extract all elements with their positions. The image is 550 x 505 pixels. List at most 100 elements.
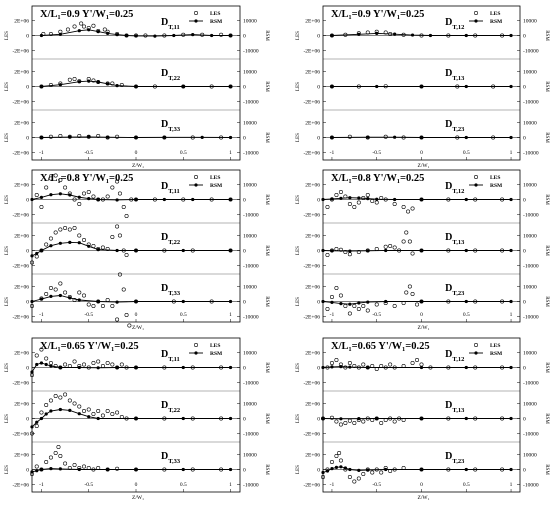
panel-label: DT,11: [161, 181, 180, 195]
rsm-point: [134, 467, 138, 472]
les-point: [82, 238, 87, 243]
right-tick-label: 0: [243, 136, 246, 142]
legend-les-label: LES: [490, 343, 500, 349]
les-point: [48, 31, 53, 36]
les-point: [162, 467, 167, 472]
les-point: [44, 291, 49, 296]
rsm-point: [419, 416, 424, 421]
rsm-point: [330, 249, 334, 253]
les-point: [473, 197, 478, 202]
rsm-point: [357, 32, 361, 36]
les-point: [63, 185, 68, 190]
les-point: [58, 281, 63, 286]
left-axis-title: LES: [296, 133, 301, 142]
les-point: [401, 417, 406, 422]
right-tick-label: -10000: [243, 381, 259, 387]
rsm-point: [321, 365, 325, 370]
left-axis-title: LES: [296, 465, 301, 474]
rsm-point: [39, 467, 44, 472]
les-point: [347, 418, 352, 423]
rsm-point: [464, 135, 468, 140]
rsm-point: [77, 29, 81, 33]
les-point: [190, 135, 195, 140]
rsm-point: [181, 365, 185, 370]
panel: 2E+06 0 -2E+06 10000 0 -10000 LES RSM DT,23: [296, 119, 549, 157]
right-tick-label: 0: [523, 300, 526, 306]
les-point: [86, 77, 91, 82]
les-point: [356, 31, 361, 36]
les-point: [82, 24, 87, 29]
les-point: [110, 185, 115, 190]
les-point: [34, 254, 39, 259]
right-tick-label: 0: [523, 417, 526, 423]
les-point: [455, 135, 460, 140]
les-point: [473, 416, 478, 421]
left-axis-title: LES: [296, 82, 301, 91]
rsm-point: [134, 84, 138, 89]
les-point: [105, 29, 110, 34]
les-point: [379, 196, 384, 201]
les-point: [370, 417, 375, 422]
les-point: [77, 233, 82, 238]
les-point: [91, 467, 96, 472]
rsm-point: [58, 241, 62, 245]
les-point: [121, 205, 126, 210]
rsm-point: [393, 197, 397, 202]
les-point: [455, 84, 460, 89]
left-tick-label: 0: [26, 249, 29, 255]
left-tick-label: -2E+06: [303, 100, 320, 106]
les-point: [228, 33, 233, 38]
chart-title: X/L₁=0.8 Y'/W₁=0.25: [331, 173, 424, 184]
right-tick-label: 0: [243, 417, 246, 423]
rsm-point: [134, 416, 138, 421]
rsm-line: [322, 301, 512, 305]
legend-rsm-label: RSM: [490, 19, 503, 25]
les-point: [39, 84, 44, 89]
les-point: [77, 202, 82, 207]
right-tick-label: 0: [523, 249, 526, 255]
rsm-point: [106, 82, 110, 86]
les-point: [347, 360, 352, 365]
rsm-point: [210, 33, 214, 38]
rsm-point: [509, 467, 513, 472]
rsm-point: [330, 365, 334, 369]
les-point: [152, 84, 157, 89]
rsm-point: [77, 195, 81, 199]
les-point: [53, 363, 58, 368]
les-point: [419, 135, 424, 140]
rsm-point: [181, 416, 185, 421]
les-point: [347, 311, 352, 316]
les-point: [115, 466, 120, 471]
les-point: [352, 420, 357, 425]
les-point: [338, 190, 343, 195]
les-point: [401, 205, 406, 210]
left-tick-label: 2E+06: [14, 234, 29, 240]
x-tick-label: 0: [420, 312, 423, 318]
les-point: [338, 422, 343, 427]
x-tick-label: 1: [229, 150, 232, 156]
les-point: [134, 248, 139, 253]
left-tick-label: 2E+06: [14, 121, 29, 127]
les-point: [374, 200, 379, 205]
les-point: [77, 79, 82, 84]
les-point: [446, 33, 451, 38]
les-point: [410, 291, 415, 296]
left-axis-title: LES: [296, 31, 301, 40]
les-point: [119, 83, 124, 88]
les-point: [383, 300, 388, 305]
panel: 2E+06 0 -2E+06 10000 0 -10000 LES RSM DT,13: [296, 400, 549, 443]
panel: 2E+06 0 -2E+06 10000 0 -10000 LES RSM DT,12: [296, 181, 549, 224]
left-tick-label: 2E+06: [305, 70, 320, 76]
les-point: [374, 29, 379, 34]
les-point: [356, 365, 361, 370]
les-point: [352, 363, 357, 368]
les-point: [86, 465, 91, 470]
les-point: [406, 209, 411, 214]
les-point: [428, 365, 433, 370]
legend-les-marker: [473, 342, 478, 347]
les-point: [347, 134, 352, 139]
les-point: [343, 365, 348, 370]
rsm-point: [49, 244, 53, 248]
rsm-point: [321, 470, 325, 475]
rsm-point: [339, 302, 343, 306]
